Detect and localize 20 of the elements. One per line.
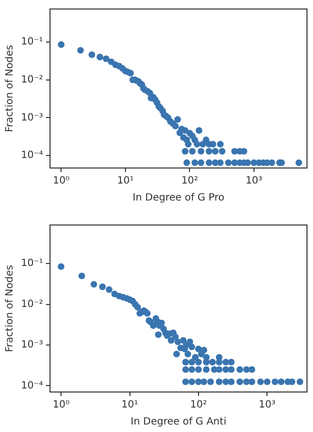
x-tick-label: 10³ <box>258 400 276 411</box>
x-tick-label: 10⁰ <box>52 176 70 187</box>
y-tick-label: 10⁻² <box>20 74 44 86</box>
x-tick-label: 10¹ <box>121 400 138 411</box>
y-tick-label: 10⁻³ <box>20 112 44 124</box>
x-axis-title: In Degree of G Pro <box>132 192 224 204</box>
x-tick-label: 10² <box>190 400 207 411</box>
x-axis-title: In Degree of G Anti <box>130 416 226 428</box>
y-tick-label: 10⁻¹ <box>20 36 44 48</box>
y-axis-title: Fraction of Nodes <box>4 44 16 132</box>
y-axis-title: Fraction of Nodes <box>4 264 16 352</box>
x-tick-label: 10³ <box>246 176 262 187</box>
x-tick-label: 10⁰ <box>52 400 70 411</box>
y-tick-label: 10⁻² <box>20 298 44 310</box>
y-tick-label: 10⁻⁴ <box>20 150 44 162</box>
y-tick-label: 10⁻¹ <box>20 258 44 270</box>
y-tick-label: 10⁻³ <box>20 340 44 351</box>
y-tick-label: 10⁻⁴ <box>20 380 44 392</box>
x-tick-label: 10¹ <box>117 176 134 187</box>
x-tick-label: 10² <box>181 176 198 187</box>
